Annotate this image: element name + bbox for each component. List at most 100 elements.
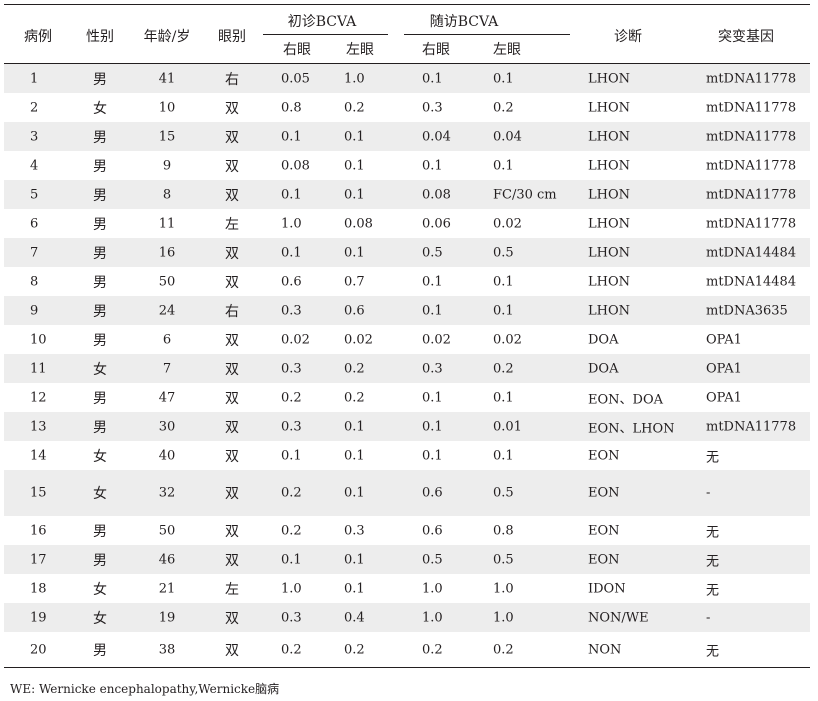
cell-sex: 男 xyxy=(93,303,107,320)
cell-sex: 女 xyxy=(93,361,107,378)
cell-mutation: 无 xyxy=(706,644,720,659)
cell-followup-right: 0.5 xyxy=(422,245,443,260)
table-row: 14 女 40 双 0.1 0.1 0.1 0.1 EON 无 xyxy=(4,441,810,470)
cell-case: 4 xyxy=(30,158,39,173)
table-row: 20 男 38 双 0.2 0.2 0.2 0.2 NON 无 xyxy=(4,632,810,668)
cell-mutation: - xyxy=(706,485,711,501)
cell-diagnosis: EON、DOA xyxy=(588,392,663,407)
cell-diagnosis: EON、LHON xyxy=(588,421,675,436)
table-row: 11 女 7 双 0.3 0.2 0.3 0.2 DOA OPA1 xyxy=(4,354,810,383)
cell-mutation: mtDNA11778 xyxy=(706,129,797,144)
cell-followup-left: 0.02 xyxy=(493,332,522,347)
cell-initial-right: 1.0 xyxy=(281,581,302,596)
cell-initial-right: 0.1 xyxy=(281,552,302,567)
cell-age: 8 xyxy=(162,187,172,202)
cell-diagnosis: LHON xyxy=(588,274,631,289)
header-followup-bcva: 随访BCVA xyxy=(429,14,499,30)
cell-sex: 男 xyxy=(93,187,107,204)
table-row: 3 男 15 双 0.1 0.1 0.04 0.04 LHON mtDNA11778 xyxy=(4,122,810,151)
cell-eye: 双 xyxy=(225,245,239,262)
cell-age: 16 xyxy=(158,245,176,260)
cell-eye: 双 xyxy=(225,523,239,540)
cell-diagnosis: NON xyxy=(588,642,622,657)
cell-mutation: - xyxy=(706,610,711,625)
cell-eye: 左 xyxy=(225,581,239,598)
cell-age: 30 xyxy=(158,419,176,434)
cell-age: 50 xyxy=(158,523,176,538)
cell-initial-left: 0.1 xyxy=(344,158,365,173)
cell-followup-right: 1.0 xyxy=(422,610,443,625)
cell-initial-left: 0.2 xyxy=(344,361,365,376)
cell-initial-right: 0.3 xyxy=(281,361,302,376)
cell-diagnosis: DOA xyxy=(588,361,619,376)
cell-followup-left: 0.01 xyxy=(493,419,522,434)
cell-age: 9 xyxy=(162,158,172,173)
cell-diagnosis: EON xyxy=(588,523,620,538)
cell-case: 9 xyxy=(30,303,39,318)
cell-initial-left: 0.3 xyxy=(344,523,365,538)
cell-diagnosis: EON xyxy=(588,485,620,501)
footnote: WE: Wernicke encephalopathy,Wernicke脑病 xyxy=(10,682,280,696)
header-age: 年龄/岁 xyxy=(143,29,191,45)
cell-mutation: OPA1 xyxy=(706,390,742,405)
cell-followup-left: 0.5 xyxy=(493,552,514,567)
cell-initial-left: 0.1 xyxy=(344,419,365,434)
cell-followup-right: 0.2 xyxy=(422,642,443,657)
cell-initial-left: 0.02 xyxy=(344,332,373,347)
cell-followup-left: 0.1 xyxy=(493,448,514,463)
cell-followup-right: 0.1 xyxy=(422,274,443,289)
cell-mutation: mtDNA14484 xyxy=(706,245,797,260)
cell-mutation: mtDNA3635 xyxy=(706,303,788,318)
cell-case: 17 xyxy=(30,552,47,567)
table-row: 5 男 8 双 0.1 0.1 0.08 FC/30 cm LHON mtDNA11778 xyxy=(4,180,810,209)
cell-age: 7 xyxy=(162,361,172,376)
cell-initial-right: 0.2 xyxy=(281,390,302,405)
cell-initial-left: 0.4 xyxy=(344,610,365,625)
cell-sex: 女 xyxy=(93,581,107,598)
cell-sex: 男 xyxy=(93,245,107,262)
cell-initial-right: 0.3 xyxy=(281,303,302,318)
cell-sex: 男 xyxy=(93,390,107,407)
cell-followup-left: 0.1 xyxy=(493,274,514,289)
cell-sex: 男 xyxy=(93,129,107,146)
cell-case: 2 xyxy=(30,100,39,115)
cell-age: 38 xyxy=(158,642,176,657)
cell-eye: 双 xyxy=(225,158,239,175)
cell-mutation: 无 xyxy=(706,450,720,465)
cell-case: 1 xyxy=(30,71,39,86)
cell-case: 18 xyxy=(30,581,47,596)
cell-sex: 女 xyxy=(93,610,107,627)
cell-followup-right: 0.1 xyxy=(422,390,443,405)
cell-followup-right: 0.6 xyxy=(422,485,443,501)
cell-initial-right: 0.2 xyxy=(281,485,302,501)
table-row: 16 男 50 双 0.2 0.3 0.6 0.8 EON 无 xyxy=(4,516,810,545)
cell-age: 47 xyxy=(158,390,176,405)
cell-initial-right: 0.02 xyxy=(281,332,310,347)
cell-diagnosis: LHON xyxy=(588,303,631,318)
table-row: 19 女 19 双 0.3 0.4 1.0 1.0 NON/WE - xyxy=(4,603,810,632)
cell-mutation: mtDNA11778 xyxy=(706,100,797,115)
cell-diagnosis: LHON xyxy=(588,245,631,260)
cell-mutation: 无 xyxy=(706,525,720,540)
cell-eye: 双 xyxy=(225,332,239,349)
cell-initial-left: 1.0 xyxy=(344,71,365,86)
results-table: 病例 性别 年龄/岁 眼别 初诊BCVA 右眼 左眼 随访BCVA 右眼 左眼 … xyxy=(4,4,810,668)
cell-diagnosis: DOA xyxy=(588,332,619,347)
cell-eye: 双 xyxy=(225,274,239,291)
cell-initial-left: 0.1 xyxy=(344,129,365,144)
cell-initial-left: 0.1 xyxy=(344,448,365,463)
cell-diagnosis: IDON xyxy=(588,581,626,596)
cell-mutation: OPA1 xyxy=(706,361,742,376)
cell-followup-right: 0.1 xyxy=(422,419,443,434)
table-row: 13 男 30 双 0.3 0.1 0.1 0.01 EON、LHON mtDNA11778 xyxy=(4,412,810,441)
cell-age: 32 xyxy=(158,485,176,501)
cell-followup-left: 0.5 xyxy=(493,485,514,501)
cell-sex: 男 xyxy=(93,158,107,175)
cell-case: 13 xyxy=(30,419,47,434)
cell-initial-right: 0.2 xyxy=(281,523,302,538)
cell-mutation: mtDNA14484 xyxy=(706,274,797,289)
table-row: 10 男 6 双 0.02 0.02 0.02 0.02 DOA OPA1 xyxy=(4,325,810,354)
cell-case: 7 xyxy=(30,245,39,260)
cell-eye: 双 xyxy=(225,552,239,569)
cell-initial-left: 0.08 xyxy=(344,216,373,231)
